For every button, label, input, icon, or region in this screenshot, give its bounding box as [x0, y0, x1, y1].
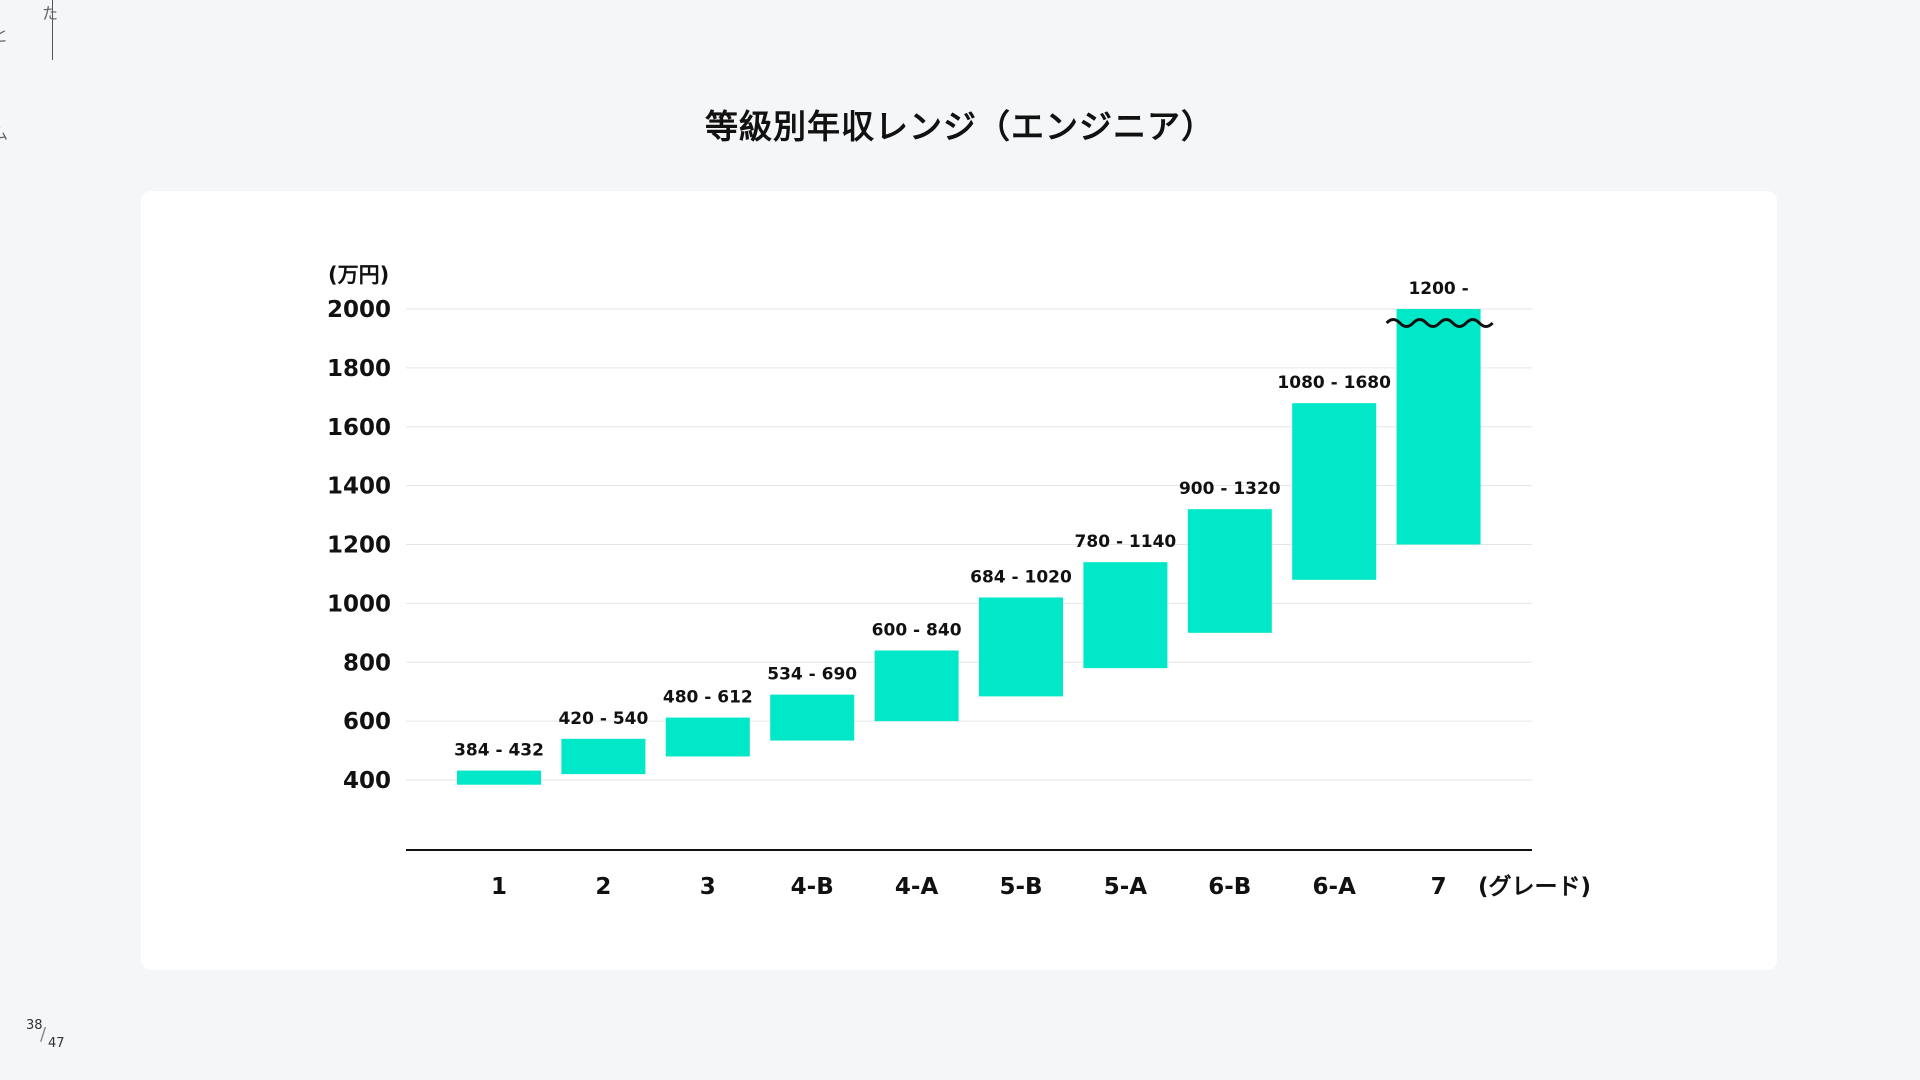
range-bar: [1083, 562, 1168, 669]
y-tick-label: 400: [343, 768, 391, 794]
x-tick-label: 4-B: [791, 874, 834, 900]
range-label: 480 - 612: [663, 688, 753, 708]
y-tick-label: 1000: [327, 591, 391, 617]
axis-break-icon: [1385, 318, 1494, 328]
range-label: 1200 -: [1408, 279, 1468, 299]
range-bar: [1292, 403, 1377, 580]
y-tick-label: 1400: [327, 474, 391, 500]
y-tick-label: 1800: [327, 356, 391, 382]
x-tick-label: 3: [700, 874, 716, 900]
x-tick-label: 6-A: [1313, 874, 1357, 900]
page-title: 等級別年収レンジ（エンジニア）: [705, 107, 1215, 146]
page-indicator: 38 / 47: [26, 1018, 76, 1058]
range-label: 1080 - 1680: [1277, 373, 1391, 393]
side-glyph-2: と: [0, 26, 9, 45]
y-tick-label: 2000: [327, 297, 391, 323]
side-line: [52, 0, 53, 60]
chart-card: [141, 191, 1777, 970]
range-label: 684 - 1020: [970, 567, 1072, 587]
y-tick-label: 600: [343, 709, 391, 735]
y-tick-label: 1200: [327, 533, 391, 559]
range-label: 780 - 1140: [1075, 532, 1177, 552]
page-current: 38: [26, 1018, 43, 1033]
x-tick-label: 6-B: [1208, 874, 1251, 900]
range-label: 534 - 690: [767, 665, 857, 685]
page-separator: /: [40, 1024, 47, 1045]
page-total: 47: [48, 1036, 65, 1051]
range-bar: [1187, 509, 1272, 633]
y-tick-label: 1600: [327, 415, 391, 441]
x-tick-label: 5-B: [999, 874, 1042, 900]
y-axis-label: (万円): [328, 263, 389, 287]
range-label: 384 - 432: [454, 741, 544, 761]
range-bar: [979, 597, 1063, 697]
x-tick-label: 1: [491, 874, 507, 900]
side-glyph-1: た: [42, 4, 59, 23]
range-bar: [1396, 309, 1481, 545]
range-label: 900 - 1320: [1179, 479, 1281, 499]
range-label: 600 - 840: [872, 620, 962, 640]
x-tick-label: 4-A: [895, 874, 939, 900]
y-tick-label: 800: [343, 650, 391, 676]
range-bar: [770, 694, 855, 741]
range-label: 420 - 540: [558, 709, 648, 729]
side-glyph-3: ム: [0, 124, 9, 143]
range-bar: [874, 650, 959, 722]
range-bar: [457, 770, 541, 785]
x-tick-label: 7: [1431, 874, 1447, 900]
x-axis-label: (グレード): [1478, 873, 1591, 900]
x-tick-label: 5-A: [1104, 874, 1148, 900]
range-bar: [665, 717, 750, 757]
x-tick-label: 2: [595, 874, 611, 900]
range-bar: [561, 738, 646, 775]
